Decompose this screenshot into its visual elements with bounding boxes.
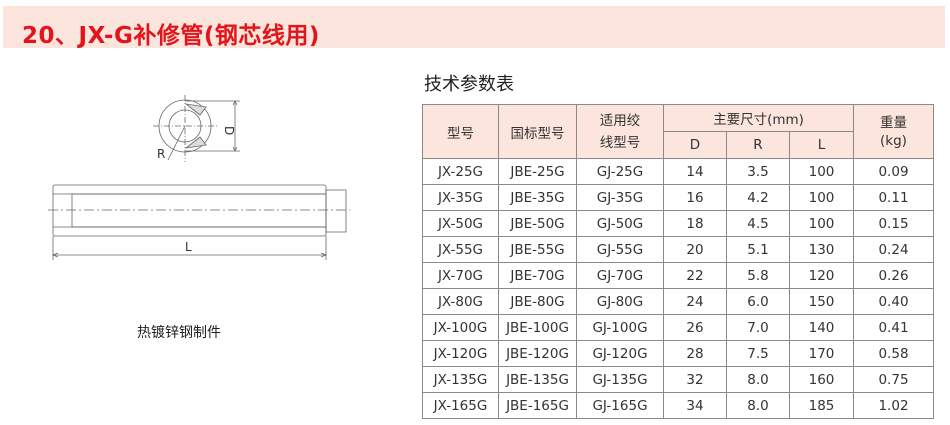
cell-r: 7.5 <box>726 340 790 367</box>
cell-model: JX-50G <box>422 210 499 237</box>
cell-weight: 0.58 <box>853 340 934 367</box>
table-row: JX-50G JBE-50G GJ-50G 18 4.5 100 0.15 <box>422 210 934 237</box>
cell-wire-model: GJ-50G <box>576 210 664 237</box>
cell-weight: 0.15 <box>853 210 934 237</box>
cell-model: JX-100G <box>422 314 499 341</box>
table-row: JX-55G JBE-55G GJ-55G 20 5.1 130 0.24 <box>422 236 934 263</box>
page-title: 20、JX-G补修管(钢芯线用) <box>22 23 320 49</box>
cell-weight: 0.40 <box>853 288 934 315</box>
cell-d: 18 <box>663 210 727 237</box>
drawing-caption: 热镀锌钢制件 <box>137 325 221 341</box>
cell-l: 160 <box>789 366 854 393</box>
cell-l: 140 <box>789 314 854 341</box>
cell-l: 100 <box>789 184 854 211</box>
cell-national-model: JBE-35G <box>498 184 577 211</box>
cell-model: JX-55G <box>422 236 499 263</box>
cell-national-model: JBE-165G <box>498 392 577 419</box>
cell-model: JX-165G <box>422 392 499 419</box>
cell-d: 16 <box>663 184 727 211</box>
table-row: JX-35G JBE-35G GJ-35G 16 4.2 100 0.11 <box>422 184 934 211</box>
cell-model: JX-120G <box>422 340 499 367</box>
cell-l: 185 <box>789 392 854 419</box>
cell-d: 28 <box>663 340 727 367</box>
table-row: JX-100G JBE-100G GJ-100G 26 7.0 140 0.41 <box>422 314 934 341</box>
cell-r: 6.0 <box>726 288 790 315</box>
header-r: R <box>726 131 790 159</box>
cell-l: 130 <box>789 236 854 263</box>
cell-l: 170 <box>789 340 854 367</box>
cell-wire-model: GJ-165G <box>576 392 664 419</box>
cell-wire-model: GJ-25G <box>576 158 664 185</box>
cell-national-model: JBE-100G <box>498 314 577 341</box>
table-row: JX-135G JBE-135G GJ-135G 32 8.0 160 0.75 <box>422 366 934 393</box>
cell-l: 120 <box>789 262 854 289</box>
cell-weight: 1.02 <box>853 392 934 419</box>
cell-r: 4.5 <box>726 210 790 237</box>
cell-l: 100 <box>789 210 854 237</box>
cell-model: JX-80G <box>422 288 499 315</box>
cell-weight: 0.24 <box>853 236 934 263</box>
cell-wire-model: GJ-55G <box>576 236 664 263</box>
cell-model: JX-35G <box>422 184 499 211</box>
cell-d: 34 <box>663 392 727 419</box>
cell-weight: 0.11 <box>853 184 934 211</box>
cell-l: 150 <box>789 288 854 315</box>
cell-r: 5.8 <box>726 262 790 289</box>
label-r: R <box>157 147 165 161</box>
cell-wire-model: GJ-135G <box>576 366 664 393</box>
cell-d: 26 <box>663 314 727 341</box>
cell-d: 20 <box>663 236 727 263</box>
cell-national-model: JBE-120G <box>498 340 577 367</box>
table-row: JX-70G JBE-70G GJ-70G 22 5.8 120 0.26 <box>422 262 934 289</box>
header-wire-model-text: 适用绞线型号 <box>599 112 641 151</box>
cell-r: 4.2 <box>726 184 790 211</box>
header-l: L <box>789 131 854 159</box>
cell-national-model: JBE-55G <box>498 236 577 263</box>
cell-r: 8.0 <box>726 392 790 419</box>
cell-r: 7.0 <box>726 314 790 341</box>
table-row: JX-120G JBE-120G GJ-120G 28 7.5 170 0.58 <box>422 340 934 367</box>
table-title: 技术参数表 <box>424 74 514 95</box>
cell-r: 3.5 <box>726 158 790 185</box>
cell-d: 24 <box>663 288 727 315</box>
cell-wire-model: GJ-120G <box>576 340 664 367</box>
cell-r: 8.0 <box>726 366 790 393</box>
header-weight: 重量(kg) <box>853 104 934 159</box>
table-row: JX-80G JBE-80G GJ-80G 24 6.0 150 0.40 <box>422 288 934 315</box>
title-bar: 20、JX-G补修管(钢芯线用) <box>3 6 945 49</box>
cell-national-model: JBE-50G <box>498 210 577 237</box>
cell-d: 22 <box>663 262 727 289</box>
tube-drawing: D R L <box>48 95 350 260</box>
cell-weight: 0.09 <box>853 158 934 185</box>
header-model: 型号 <box>422 104 499 159</box>
label-l: L <box>185 240 192 254</box>
cell-model: JX-25G <box>422 158 499 185</box>
header-wire-model: 适用绞线型号 <box>576 104 664 159</box>
cell-national-model: JBE-80G <box>498 288 577 315</box>
cell-d: 14 <box>663 158 727 185</box>
cell-national-model: JBE-25G <box>498 158 577 185</box>
table-row: JX-25G JBE-25G GJ-25G 14 3.5 100 0.09 <box>422 158 934 185</box>
table-row: JX-165G JBE-165G GJ-165G 34 8.0 185 1.02 <box>422 392 934 419</box>
cell-r: 5.1 <box>726 236 790 263</box>
cell-national-model: JBE-135G <box>498 366 577 393</box>
cell-wire-model: GJ-35G <box>576 184 664 211</box>
cell-model: JX-70G <box>422 262 499 289</box>
cell-wire-model: GJ-80G <box>576 288 664 315</box>
cell-weight: 0.75 <box>853 366 934 393</box>
cell-d: 32 <box>663 366 727 393</box>
cell-wire-model: GJ-70G <box>576 262 664 289</box>
header-d: D <box>663 131 727 159</box>
cell-weight: 0.41 <box>853 314 934 341</box>
cell-model: JX-135G <box>422 366 499 393</box>
header-dimensions: 主要尺寸(mm) <box>663 104 854 132</box>
spec-table: 型号 国标型号 适用绞线型号 主要尺寸(mm) 重量(kg) D R L JX-… <box>422 104 934 419</box>
label-d: D <box>222 126 236 135</box>
cell-l: 100 <box>789 158 854 185</box>
header-weight-text: 重量(kg) <box>880 114 907 149</box>
header-national-model: 国标型号 <box>498 104 577 159</box>
cell-national-model: JBE-70G <box>498 262 577 289</box>
cell-wire-model: GJ-100G <box>576 314 664 341</box>
cell-weight: 0.26 <box>853 262 934 289</box>
